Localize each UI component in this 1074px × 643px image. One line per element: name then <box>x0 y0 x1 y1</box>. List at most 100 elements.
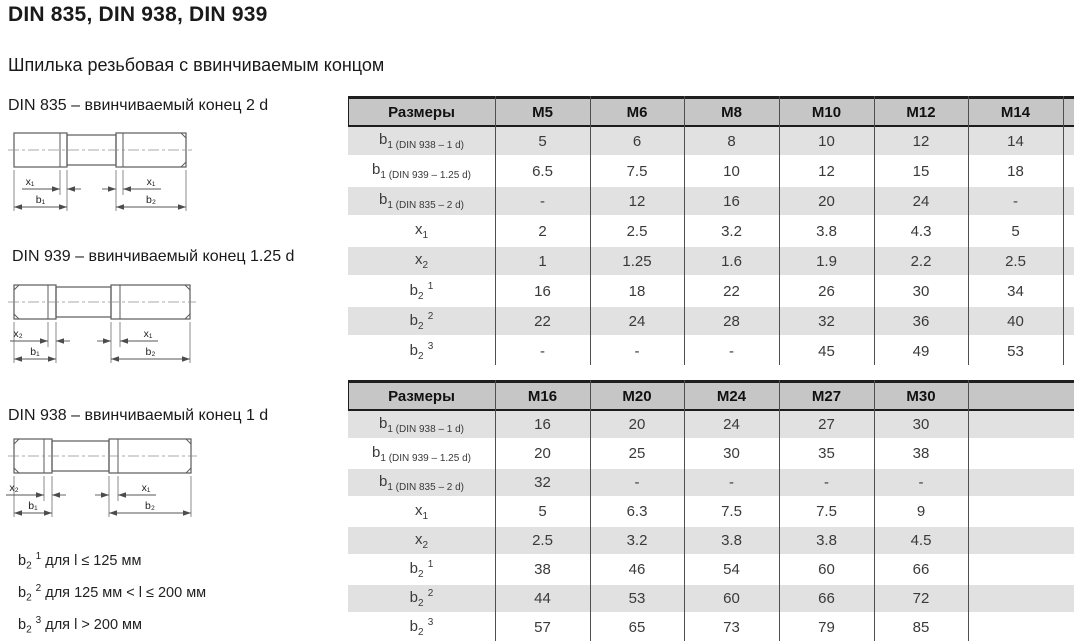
value-cell <box>968 554 1074 585</box>
column-header: M24 <box>684 380 779 411</box>
table-row: b1 (DIN 939 – 1.25 d) 20 25 30 35 38 <box>348 438 1074 469</box>
value-cell: 10 <box>779 125 874 157</box>
column-divider <box>874 96 875 365</box>
column-divider <box>779 96 780 365</box>
value-cell: 3.2 <box>590 525 684 556</box>
value-cell: 66 <box>874 554 968 585</box>
value-cell: 20 <box>590 409 684 440</box>
table-row: x1 5 6.3 7.5 7.5 9 <box>348 496 1074 527</box>
footnote: b2 2 для 125 мм < l ≤ 200 мм <box>18 583 207 604</box>
value-cell: 8 <box>684 125 779 157</box>
value-cell: 2.5 <box>968 245 1063 277</box>
value-cell: 22 <box>495 305 590 337</box>
value-cell <box>1063 275 1074 307</box>
column-header: M10 <box>779 96 874 127</box>
value-cell: 66 <box>779 583 874 614</box>
drawing-caption-din938: DIN 938 – ввинчиваемый конец 1 d <box>8 407 269 424</box>
value-cell: 24 <box>590 305 684 337</box>
row-label: b1 (DIN 939 – 1.25 d) <box>348 155 495 187</box>
value-cell: - <box>684 335 779 367</box>
value-cell <box>968 583 1074 614</box>
column-header: M6 <box>590 96 684 127</box>
column-header: M30 <box>874 380 968 411</box>
column-divider <box>590 380 591 641</box>
column-header: M27 <box>779 380 874 411</box>
dim-label-b1: b₁ <box>28 500 38 512</box>
row-label: b1 (DIN 938 – 1 d) <box>348 409 495 440</box>
value-cell: 53 <box>968 335 1063 367</box>
row-label: b1 (DIN 938 – 1 d) <box>348 125 495 157</box>
dim-label-b2: b₂ <box>146 194 156 206</box>
value-cell: 30 <box>684 438 779 469</box>
value-cell: 4.3 <box>874 215 968 247</box>
column-divider <box>590 96 591 365</box>
header-row: Размеры M16 M20 M24 M27 M30 <box>348 380 1074 411</box>
value-cell: 36 <box>874 305 968 337</box>
value-cell: 1.25 <box>590 245 684 277</box>
page-title: DIN 835, DIN 938, DIN 939 <box>8 3 268 26</box>
column-divider <box>874 380 875 641</box>
value-cell: 4.5 <box>874 525 968 556</box>
value-cell <box>1063 125 1074 157</box>
table-left-border <box>348 380 349 411</box>
value-cell: 16 <box>495 275 590 307</box>
column-divider <box>968 380 969 641</box>
table-left-border <box>348 96 349 127</box>
value-cell: 6.3 <box>590 496 684 527</box>
row-label: x2 <box>348 245 495 277</box>
table-row: b2 3 57 65 73 79 85 <box>348 612 1074 643</box>
value-cell: 12 <box>590 185 684 217</box>
value-cell: 38 <box>495 554 590 585</box>
drawing-din939: x₂ x₁ b₁ b₂ <box>4 279 216 371</box>
column-divider <box>779 380 780 641</box>
column-divider <box>1063 96 1064 365</box>
dim-label-x-left: x₂ <box>13 328 22 340</box>
value-cell: 6 <box>590 125 684 157</box>
value-cell: 65 <box>590 612 684 643</box>
value-cell: 1.9 <box>779 245 874 277</box>
value-cell: 24 <box>684 409 779 440</box>
value-cell: 57 <box>495 612 590 643</box>
value-cell <box>1063 215 1074 247</box>
column-header: M5 <box>495 96 590 127</box>
value-cell <box>968 496 1074 527</box>
value-cell <box>1063 305 1074 337</box>
table-row: x2 2.5 3.2 3.8 3.8 4.5 <box>348 525 1074 556</box>
value-cell: 2 <box>495 215 590 247</box>
value-cell: 3.2 <box>684 215 779 247</box>
value-cell: 5 <box>968 215 1063 247</box>
value-cell: 32 <box>495 467 590 498</box>
value-cell: 15 <box>874 155 968 187</box>
row-label: x1 <box>348 215 495 247</box>
value-cell: 54 <box>684 554 779 585</box>
column-divider <box>495 96 496 365</box>
value-cell: 14 <box>968 125 1063 157</box>
row-label: b2 1 <box>348 275 495 307</box>
value-cell: 18 <box>968 155 1063 187</box>
row-label: b2 3 <box>348 612 495 643</box>
value-cell: 26 <box>779 275 874 307</box>
value-cell: - <box>968 185 1063 217</box>
drawing-din835: x₁ x₁ b₁ b₂ <box>4 127 216 219</box>
value-cell: 85 <box>874 612 968 643</box>
value-cell: 3.8 <box>779 215 874 247</box>
value-cell: 40 <box>968 305 1063 337</box>
row-label: b1 (DIN 835 – 2 d) <box>348 467 495 498</box>
value-cell: - <box>590 335 684 367</box>
page-subtitle: Шпилька резьбовая с ввинчиваемым концом <box>8 55 385 75</box>
table-row: b1 (DIN 835 – 2 d) -12 16 20 24- <box>348 185 1074 217</box>
value-cell <box>968 467 1074 498</box>
table-row: b1 (DIN 835 – 2 d) 32- - - - <box>348 467 1074 498</box>
value-cell: - <box>874 467 968 498</box>
column-divider <box>684 380 685 641</box>
row-label: x2 <box>348 525 495 556</box>
column-divider <box>495 380 496 641</box>
value-cell: 45 <box>779 335 874 367</box>
value-cell <box>968 438 1074 469</box>
value-cell: 5 <box>495 125 590 157</box>
column-header: M14 <box>968 96 1063 127</box>
header-row: Размеры M5 M6 M8 M10 M12 M14 <box>348 96 1074 127</box>
table-row: x2 1 1.25 1.6 1.9 2.2 2.5 <box>348 245 1074 277</box>
value-cell: 3.8 <box>779 525 874 556</box>
